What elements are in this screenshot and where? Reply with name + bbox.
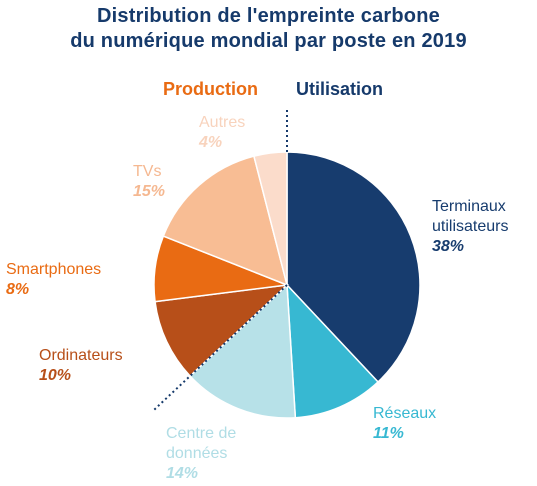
slice-label-reseaux: Réseaux 11%: [373, 404, 436, 444]
chart-title-line-2: du numérique mondial par poste en 2019: [70, 30, 467, 52]
slice-label-autres: Autres 4%: [199, 113, 245, 153]
slice-label-ordinateurs: Ordinateurs 10%: [39, 346, 123, 386]
pie-slice-ordinateurs: [154, 283, 290, 378]
group-label-utilisation: Utilisation: [296, 79, 384, 99]
slice-label-smartphones: Smartphones 8%: [6, 260, 101, 300]
group-label-production: Production: [163, 79, 258, 99]
slice-name-terminaux-line2: utilisateurs: [432, 218, 509, 235]
slice-label-terminaux: Terminaux utilisateurs 38%: [432, 197, 508, 257]
slice-name-tvs: TVs: [133, 163, 162, 180]
slice-name-reseaux: Réseaux: [373, 405, 437, 422]
slice-value-ordinateurs: 10%: [39, 367, 72, 384]
slice-name-centre-line2: données: [166, 445, 228, 462]
slice-value-centre: 14%: [166, 465, 199, 482]
slice-value-autres: 4%: [199, 134, 223, 151]
slice-name-smartphones: Smartphones: [6, 261, 102, 278]
slice-value-terminaux: 38%: [432, 238, 465, 255]
slice-label-centre-de-donnees: Centre de données 14%: [166, 424, 236, 484]
pie-slice-centre-de-donn-es: [188, 283, 297, 419]
pie-slice-r-seaux: [286, 282, 380, 419]
pie-slice-terminaux-utilisateurs: [286, 151, 421, 384]
slice-value-tvs: 15%: [133, 183, 166, 200]
slice-value-smartphones: 8%: [6, 281, 30, 298]
slice-name-autres: Autres: [199, 114, 246, 131]
slice-value-reseaux: 11%: [373, 425, 404, 442]
pie-slice-tvs: [162, 155, 289, 287]
slice-name-terminaux-line1: Terminaux: [432, 198, 506, 215]
chart-title-line-1: Distribution de l'empreinte carbone: [97, 5, 440, 27]
slice-label-tvs: TVs 15%: [133, 162, 165, 202]
slice-name-ordinateurs: Ordinateurs: [39, 347, 123, 364]
divider-line-bottom: [152, 284, 288, 412]
slice-name-centre-line1: Centre de: [166, 425, 237, 442]
